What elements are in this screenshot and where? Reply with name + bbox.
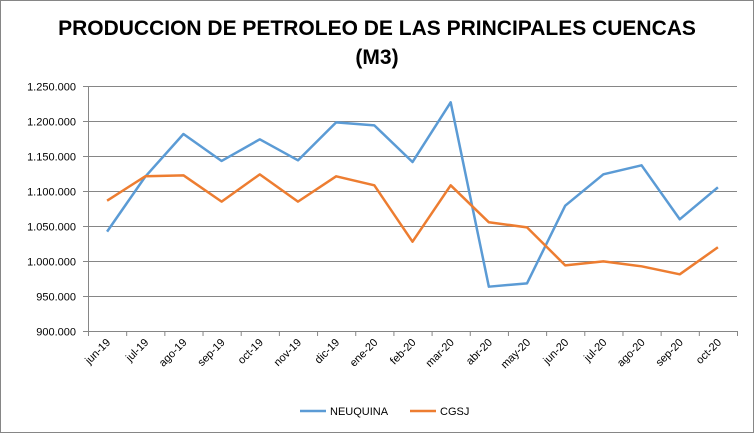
y-tick-label: 1.150.000 (27, 152, 76, 164)
y-tick-label: 1.250.000 (27, 82, 76, 94)
x-tick-label: dic-19 (313, 337, 343, 367)
x-tick-label: sep-20 (654, 337, 686, 369)
y-tick-label: 1.050.000 (27, 222, 76, 234)
y-tick-label: 1.200.000 (27, 117, 76, 129)
x-tick-label: jul-20 (581, 337, 609, 365)
y-tick-label: 900.000 (36, 327, 76, 339)
series-line-cgsj (106, 173, 719, 276)
x-tick-label: feb-20 (388, 337, 419, 368)
x-tick-label: ago-19 (157, 337, 190, 370)
y-tick-label: 1.000.000 (27, 257, 76, 269)
x-tick-label: jun-20 (541, 337, 572, 368)
x-tick-label: abr-20 (464, 337, 495, 368)
x-tick-label: jul-19 (123, 337, 151, 365)
series-line-neuquina (106, 101, 719, 288)
y-tick-label: 1.100.000 (27, 187, 76, 199)
x-tick-label: mar-20 (424, 337, 457, 370)
legend-label: NEUQUINA (330, 406, 389, 418)
chart-title-line2: (M3) (355, 46, 399, 69)
x-tick-label: oct-19 (236, 337, 266, 367)
x-tick-label: jun-19 (82, 337, 113, 368)
legend-label: CGSJ (440, 406, 469, 418)
x-tick-label: ago-20 (615, 337, 648, 370)
chart-title-line1: PRODUCCION DE PETROLEO DE LAS PRINCIPALE… (58, 17, 696, 40)
x-tick-label: nov-19 (272, 337, 304, 369)
y-tick-label: 950.000 (36, 292, 76, 304)
x-tick-label: oct-20 (694, 337, 724, 367)
x-tick-label: may-20 (499, 337, 533, 371)
x-tick-label: sep-19 (195, 337, 227, 369)
chart-title: PRODUCCION DE PETROLEO DE LAS PRINCIPALE… (0, 14, 754, 72)
x-tick-label: ene-20 (348, 337, 381, 370)
